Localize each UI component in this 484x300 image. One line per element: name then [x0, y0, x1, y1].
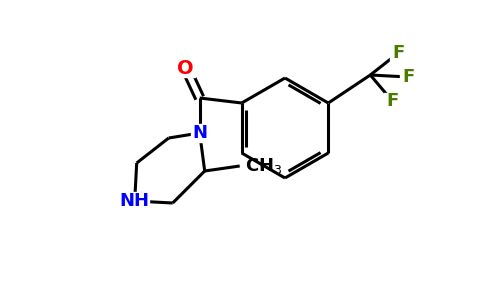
Bar	[121, 192, 149, 210]
Text: O: O	[178, 58, 194, 77]
Text: F: F	[386, 92, 398, 110]
Text: CH$_3$: CH$_3$	[245, 156, 282, 176]
Bar	[191, 124, 209, 142]
Text: F: F	[392, 44, 405, 62]
Text: N: N	[192, 124, 207, 142]
Bar	[177, 59, 195, 77]
Bar	[400, 69, 416, 85]
Bar	[390, 45, 406, 61]
Text: F: F	[402, 68, 414, 86]
Text: NH: NH	[120, 192, 150, 210]
Bar	[384, 93, 400, 109]
